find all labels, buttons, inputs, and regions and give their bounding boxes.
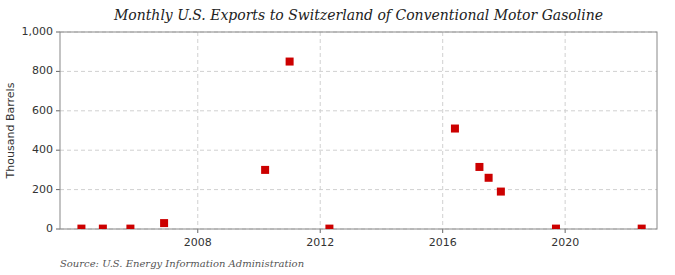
title: Monthly U.S. Exports to Switzerland of C… — [113, 7, 603, 23]
point — [126, 225, 134, 229]
x-grid-line — [565, 32, 566, 229]
y-tick-label: 0 — [46, 222, 53, 235]
point — [325, 225, 333, 229]
y-tick — [56, 189, 60, 190]
point — [638, 225, 646, 229]
point — [261, 166, 269, 174]
y-grid-line — [60, 110, 657, 111]
x-tick — [442, 229, 443, 233]
y-tick-label: 1,000 — [22, 25, 54, 38]
x-tick-label: 2012 — [306, 236, 334, 249]
y-axis-label: Thousand Barrels — [4, 82, 17, 179]
source-note: Source: U.S. Energy Information Administ… — [60, 258, 304, 269]
x-tick — [320, 229, 321, 233]
point — [475, 163, 483, 171]
x-grid-line — [197, 32, 198, 229]
y-tick-label: 200 — [32, 183, 53, 196]
points — [77, 58, 645, 229]
point — [552, 225, 560, 229]
plot-frame — [60, 32, 657, 229]
point — [286, 58, 294, 66]
y-grid-line — [60, 150, 657, 151]
x-grid-line — [442, 32, 443, 229]
y-tick — [56, 150, 60, 151]
y-tick — [56, 71, 60, 72]
y-grid-line — [60, 189, 657, 190]
point — [99, 225, 107, 229]
grid — [60, 32, 657, 229]
x-grid-line — [320, 32, 321, 229]
y-tick-label: 800 — [32, 64, 53, 77]
axes: 0 200 400 600 800 1,000 2008 2012 2016 2020 — [22, 25, 658, 249]
y-tick — [56, 32, 60, 33]
y-tick-label: 600 — [32, 104, 53, 117]
point — [160, 219, 168, 227]
point — [77, 225, 85, 229]
x-tick-label: 2020 — [551, 236, 579, 249]
point — [497, 188, 505, 196]
x-tick-label: 2008 — [184, 236, 212, 249]
point — [451, 125, 459, 133]
y-tick — [56, 110, 60, 111]
x-tick — [565, 229, 566, 233]
chart: 0 200 400 600 800 1,000 2008 2012 2016 2020 Monthl… — [0, 0, 675, 275]
point — [485, 174, 493, 182]
x-tick-label: 2016 — [429, 236, 457, 249]
y-tick-label: 400 — [32, 143, 53, 156]
x-tick — [197, 229, 198, 233]
y-tick — [56, 229, 60, 230]
y-grid-line — [60, 71, 657, 72]
